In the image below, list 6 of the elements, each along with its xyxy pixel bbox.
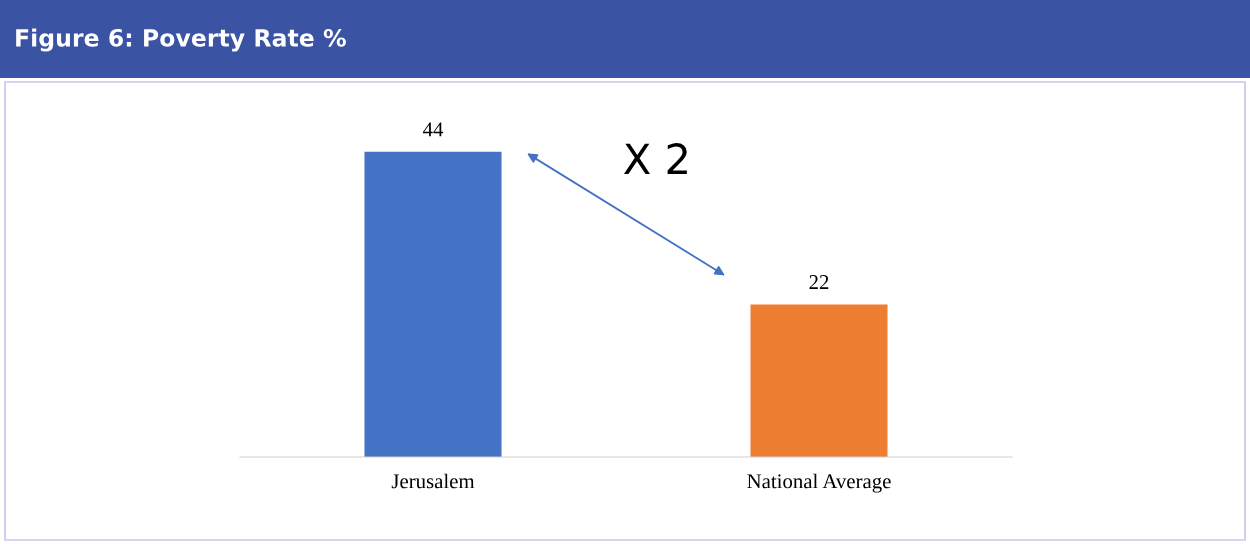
annotation: X 2 (623, 143, 687, 175)
x-tick-label: National Average (747, 473, 891, 493)
data-label: 22 (809, 275, 829, 289)
chart-title: Figure 6: Poverty Rate % (16, 28, 346, 52)
data-label: 44 (422, 122, 444, 137)
x-tick-label: Jerusalem (391, 473, 475, 489)
